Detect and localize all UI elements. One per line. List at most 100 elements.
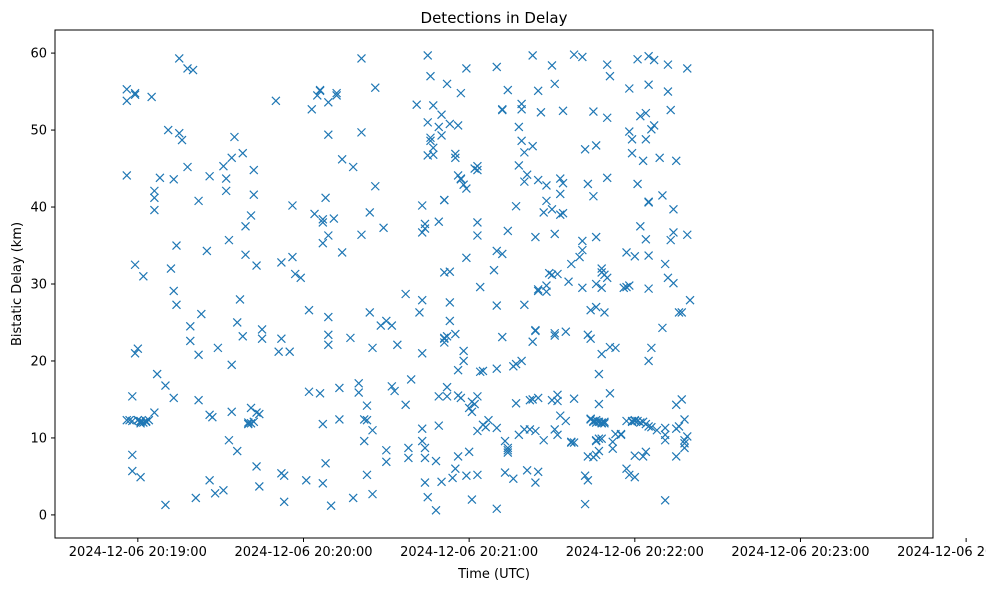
data-point-marker bbox=[622, 464, 631, 474]
data-point-marker bbox=[624, 281, 634, 290]
data-point-marker bbox=[569, 394, 579, 404]
data-point-marker bbox=[511, 398, 521, 408]
data-point-marker bbox=[577, 52, 587, 62]
data-point-marker bbox=[420, 219, 430, 229]
data-point-marker bbox=[657, 323, 667, 333]
data-point-marker bbox=[633, 54, 642, 64]
data-point-marker bbox=[406, 375, 416, 384]
data-point-marker bbox=[588, 107, 598, 117]
data-point-marker bbox=[666, 235, 676, 245]
data-point-marker bbox=[365, 308, 375, 317]
y-tick-label: 10 bbox=[30, 431, 47, 446]
data-point-marker bbox=[437, 477, 446, 487]
data-point-marker bbox=[323, 130, 333, 140]
data-point-marker bbox=[461, 471, 471, 481]
plot-frame bbox=[54, 29, 934, 539]
data-point-marker bbox=[130, 88, 140, 98]
data-point-marker bbox=[169, 174, 179, 184]
data-point-marker bbox=[555, 210, 565, 220]
data-point-marker bbox=[218, 485, 228, 495]
data-point-marker bbox=[448, 473, 458, 483]
data-point-marker bbox=[127, 391, 137, 401]
y-axis-ticks: 0 10 20 30 40 50 60 bbox=[30, 47, 55, 523]
data-point-marker bbox=[580, 471, 590, 481]
data-point-marker bbox=[517, 136, 527, 146]
data-point-marker bbox=[577, 236, 587, 246]
data-point-marker bbox=[138, 271, 148, 281]
data-point-marker bbox=[130, 90, 140, 100]
data-point-marker bbox=[420, 443, 430, 453]
data-point-marker bbox=[594, 369, 604, 379]
data-point-marker bbox=[591, 232, 601, 242]
data-point-marker bbox=[536, 107, 546, 117]
data-point-marker bbox=[550, 425, 560, 434]
data-point-marker bbox=[597, 349, 607, 359]
data-point-marker bbox=[583, 330, 593, 340]
data-point-marker bbox=[644, 197, 654, 207]
data-point-marker bbox=[323, 330, 333, 340]
data-point-marker bbox=[431, 456, 441, 466]
data-point-marker bbox=[591, 450, 601, 460]
data-point-marker bbox=[522, 170, 532, 180]
data-point-marker bbox=[136, 472, 146, 482]
data-point-marker bbox=[415, 308, 424, 317]
data-point-marker bbox=[249, 417, 259, 427]
data-point-marker bbox=[533, 284, 543, 294]
data-point-marker bbox=[152, 369, 162, 379]
data-point-marker bbox=[497, 249, 507, 259]
data-point-marker bbox=[591, 279, 601, 289]
data-point-marker bbox=[130, 348, 140, 358]
data-point-marker bbox=[467, 495, 477, 504]
data-point-marker bbox=[597, 283, 607, 293]
data-point-marker bbox=[318, 478, 328, 488]
data-point-marker bbox=[627, 148, 637, 158]
data-point-marker bbox=[450, 153, 460, 163]
data-point-marker bbox=[426, 133, 435, 143]
data-point-marker bbox=[191, 493, 201, 503]
data-point-marker bbox=[530, 478, 540, 488]
data-point-marker bbox=[442, 382, 452, 392]
data-point-marker bbox=[517, 104, 527, 114]
data-point-marker bbox=[453, 365, 463, 375]
data-point-marker bbox=[161, 500, 170, 510]
data-point-marker bbox=[616, 429, 626, 439]
data-point-marker bbox=[276, 334, 286, 344]
data-point-marker bbox=[161, 381, 170, 391]
data-point-marker bbox=[420, 453, 430, 463]
data-point-marker bbox=[445, 298, 455, 307]
data-point-marker bbox=[622, 282, 631, 292]
data-point-marker bbox=[500, 468, 510, 478]
data-point-marker bbox=[644, 284, 654, 294]
data-point-marker bbox=[177, 135, 187, 145]
data-point-marker bbox=[149, 193, 159, 203]
data-points bbox=[122, 50, 695, 515]
data-point-marker bbox=[392, 340, 402, 350]
data-point-marker bbox=[183, 162, 192, 172]
data-point-marker bbox=[680, 438, 689, 448]
data-point-marker bbox=[533, 467, 543, 477]
data-point-marker bbox=[514, 161, 524, 170]
data-point-marker bbox=[227, 360, 237, 370]
data-point-marker bbox=[503, 85, 513, 95]
data-point-marker bbox=[249, 190, 259, 200]
data-point-marker bbox=[666, 105, 676, 115]
data-point-marker bbox=[591, 435, 601, 445]
x-tick-label: 2024-12-06 20:23:00 bbox=[731, 545, 869, 560]
data-point-marker bbox=[450, 329, 460, 339]
y-tick-label: 50 bbox=[30, 124, 47, 139]
y-tick-label: 60 bbox=[30, 47, 47, 62]
data-point-marker bbox=[357, 54, 366, 63]
data-point-marker bbox=[533, 175, 543, 185]
data-point-marker bbox=[641, 447, 651, 457]
data-point-marker bbox=[288, 252, 297, 262]
data-point-marker bbox=[555, 189, 565, 199]
data-point-marker bbox=[221, 186, 231, 196]
data-point-marker bbox=[357, 127, 366, 137]
data-point-marker bbox=[185, 336, 195, 346]
data-point-marker bbox=[149, 408, 159, 417]
data-point-marker bbox=[312, 90, 322, 100]
y-tick-label: 40 bbox=[30, 201, 47, 216]
data-point-marker bbox=[503, 445, 513, 455]
data-point-marker bbox=[525, 425, 535, 434]
data-point-marker bbox=[354, 388, 364, 397]
